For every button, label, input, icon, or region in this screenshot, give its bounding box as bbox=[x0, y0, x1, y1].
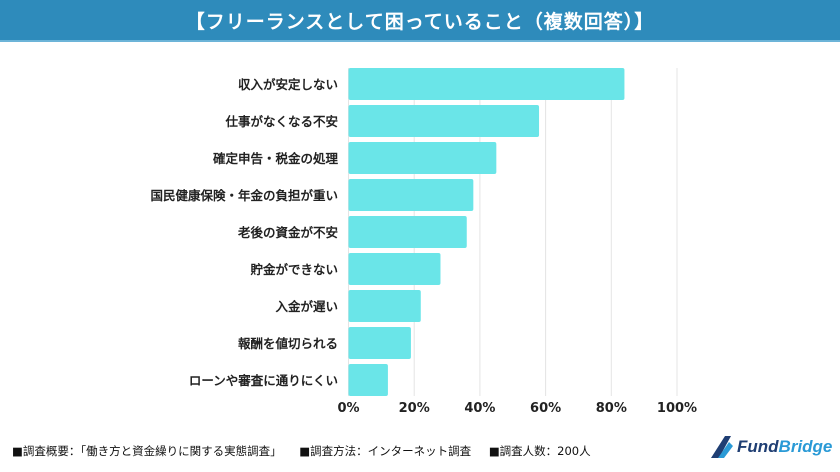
logo-icon bbox=[711, 436, 733, 458]
category-label: 報酬を値切られる bbox=[238, 336, 338, 351]
bar bbox=[348, 216, 467, 248]
fundbridge-logo: FundBridge bbox=[709, 434, 832, 460]
chart-title: 【フリーランスとして困っていること（複数回答）】 bbox=[185, 10, 655, 33]
x-tick-label: 60% bbox=[530, 401, 561, 416]
category-label: 確定申告・税金の処理 bbox=[213, 151, 339, 166]
bar bbox=[348, 290, 421, 322]
bar bbox=[348, 105, 540, 137]
survey-method: ■調査方法：インターネット調査 bbox=[299, 444, 472, 458]
bar bbox=[348, 253, 441, 285]
category-label: 国民健康保険・年金の負担が重い bbox=[150, 188, 338, 203]
bar-chart: 0% 20% 40% 60% 80% 100% 収入が安定しない仕事がなくなる不安確定申告・… bbox=[150, 68, 697, 416]
category-label: 貯金ができない bbox=[250, 262, 338, 277]
x-tick-label: 0% bbox=[337, 401, 359, 416]
bar bbox=[348, 179, 474, 211]
bar bbox=[348, 364, 388, 396]
logo-text-fund: Fund bbox=[737, 437, 779, 456]
bar bbox=[348, 327, 411, 359]
category-label: 入金が遅い bbox=[275, 299, 338, 314]
category-label: ローンや審査に通りにくい bbox=[189, 373, 338, 388]
category-label: 仕事がなくなる不安 bbox=[224, 114, 338, 129]
logo-text-bridge: Bridge bbox=[778, 437, 833, 456]
x-tick-label: 80% bbox=[596, 401, 627, 416]
x-tick-label: 100% bbox=[657, 401, 697, 416]
bar bbox=[348, 68, 625, 100]
category-label: 老後の資金が不安 bbox=[237, 225, 338, 240]
chart-title-banner: 【フリーランスとして困っていること（複数回答）】 bbox=[0, 0, 840, 42]
bar bbox=[348, 142, 497, 174]
x-tick-label: 20% bbox=[399, 401, 430, 416]
survey-footer: ■調査概要：「働き方と資金繰りに関する実態調査」 ■調査方法：インターネット調査… bbox=[12, 443, 605, 459]
survey-count: ■調査人数：200人 bbox=[488, 444, 591, 458]
survey-overview: ■調査概要：「働き方と資金繰りに関する実態調査」 bbox=[12, 444, 282, 458]
category-label: 収入が安定しない bbox=[238, 77, 338, 92]
x-tick-label: 40% bbox=[464, 401, 495, 416]
